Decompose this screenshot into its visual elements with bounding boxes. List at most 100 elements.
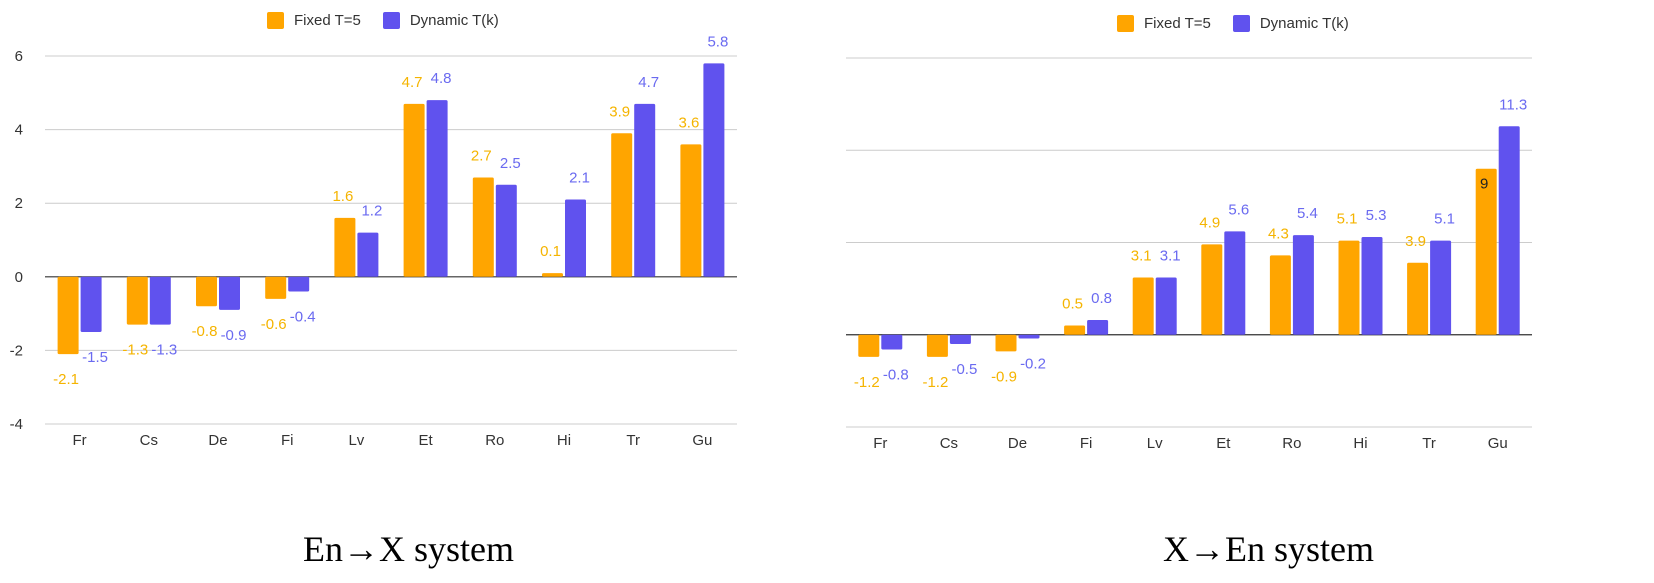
bar-fixed-tr (1407, 262, 1429, 335)
legend: Fixed T=5 Dynamic T(k) (1117, 15, 1371, 32)
x-tick-label: Ro (485, 432, 504, 449)
data-label-dynamic-de: -0.2 (1020, 355, 1046, 372)
bar-fixed-et (403, 103, 425, 277)
data-label-fixed-lv: 1.6 (332, 188, 353, 205)
bar-fixed-ro (472, 177, 494, 277)
bar-dynamic-lv (357, 232, 379, 277)
bar-dynamic-tr (1430, 240, 1452, 335)
bar-fixed-de (995, 334, 1017, 352)
bar-dynamic-gu (703, 63, 725, 277)
bar-dynamic-ro (495, 184, 517, 277)
data-label-fixed-ro: 4.3 (1268, 225, 1289, 242)
data-label-dynamic-de: -0.9 (221, 327, 247, 344)
x-tick-label: Fi (281, 432, 294, 449)
data-label-fixed-gu: 9 (1480, 176, 1488, 193)
bar-dynamic-cs (949, 334, 971, 344)
y-tick-label: 0 (15, 269, 23, 286)
data-label-fixed-hi: 5.1 (1337, 211, 1358, 228)
data-label-dynamic-gu: 11.3 (1499, 96, 1527, 113)
bar-fixed-de (196, 276, 217, 307)
x-tick-label: Cs (140, 432, 158, 449)
data-label-dynamic-ro: 5.4 (1297, 205, 1318, 222)
data-label-dynamic-tr: 4.7 (638, 74, 659, 91)
y-tick-label: 6 (15, 48, 23, 65)
chart-caption: X→En system (1163, 529, 1374, 569)
y-tick-label: 2 (15, 195, 23, 212)
data-label-fixed-fr: -2.1 (53, 371, 79, 388)
data-label-fixed-cs: -1.2 (922, 374, 948, 391)
bar-dynamic-de (1018, 334, 1040, 339)
bar-fixed-tr (611, 133, 633, 277)
chart-panel-en-x: Fixed T=5 Dynamic T(k) -4 -2 0 2 4 6 -2.1 -1.5 F… (10, 12, 737, 569)
data-label-fixed-fi: -0.6 (261, 316, 287, 333)
x-tick-label: Cs (940, 435, 958, 452)
bar-dynamic-de (219, 276, 240, 310)
data-label-fixed-fr: -1.2 (854, 374, 880, 391)
y-tick-label: -2 (10, 342, 23, 359)
data-label-fixed-hi: 0.1 (540, 243, 561, 260)
x-tick-label: Lv (348, 432, 364, 449)
bar-fixed-fr (57, 276, 79, 355)
x-tick-label: Hi (1353, 435, 1367, 452)
bar-fixed-lv (1132, 277, 1154, 335)
bar-fixed-cs (926, 334, 948, 357)
legend-label-dynamic: Dynamic T(k) (409, 12, 499, 29)
data-label-dynamic-cs: -1.3 (151, 342, 177, 359)
legend-item-dynamic: Dynamic T(k) (382, 12, 499, 29)
x-tick-label: Gu (1488, 435, 1508, 452)
data-label-dynamic-fr: -1.5 (82, 349, 108, 366)
data-label-fixed-de: -0.8 (192, 323, 218, 340)
bar-dynamic-tr (634, 103, 656, 277)
x-tick-label: Fi (1080, 435, 1093, 452)
data-label-dynamic-tr: 5.1 (1434, 211, 1455, 228)
legend-swatch-dynamic (382, 12, 400, 29)
bar-fixed-ro (1269, 255, 1291, 335)
bar-dynamic-hi (565, 199, 586, 277)
x-tick-label: Tr (626, 432, 640, 449)
data-label-dynamic-fi: -0.4 (290, 309, 316, 326)
legend-item-dynamic: Dynamic T(k) (1232, 15, 1349, 32)
data-label-dynamic-hi: 2.1 (569, 170, 590, 187)
chart-caption: En→X system (303, 529, 514, 569)
data-label-dynamic-lv: 1.2 (361, 203, 382, 220)
x-tick-label: Hi (557, 432, 571, 449)
data-label-fixed-lv: 3.1 (1131, 248, 1152, 265)
data-label-dynamic-lv: 3.1 (1160, 248, 1181, 265)
data-label-fixed-tr: 3.9 (609, 103, 630, 120)
legend-item-fixed: Fixed T=5 (1117, 15, 1211, 32)
legend-swatch-dynamic (1232, 15, 1250, 32)
legend-swatch-fixed (267, 12, 284, 29)
bar-dynamic-gu (1498, 126, 1520, 335)
data-label-fixed-et: 4.7 (402, 74, 423, 91)
x-tick-label: Fr (873, 435, 887, 452)
bar-fixed-fi (265, 276, 287, 299)
bar-dynamic-et (426, 100, 448, 277)
bar-fixed-hi (1338, 240, 1360, 335)
y-tick-label: -4 (10, 416, 23, 433)
data-label-dynamic-ro: 2.5 (500, 155, 521, 172)
data-label-fixed-et: 4.9 (1199, 214, 1220, 231)
x-tick-label: Fr (73, 432, 87, 449)
data-label-fixed-tr: 3.9 (1405, 233, 1426, 250)
bar-dynamic-fr (881, 334, 903, 350)
x-tick-label: Lv (1147, 435, 1163, 452)
data-label-dynamic-hi: 5.3 (1366, 207, 1387, 224)
bar-dynamic-fr (80, 276, 102, 332)
bar-fixed-lv (334, 217, 356, 277)
bar-fixed-fr (858, 334, 880, 357)
bar-fixed-fi (1064, 325, 1086, 335)
bar-chart-en-x: -4 -2 0 2 4 6 -2.1-1.5 Fr -1.3 -1.3 Cs -0.8 -0.9 De -0… (10, 33, 737, 449)
legend-label-fixed: Fixed T=5 (1144, 15, 1211, 32)
bar-dynamic-ro (1292, 235, 1314, 335)
legend: Fixed T=5 Dynamic T(k) (267, 12, 521, 29)
data-label-dynamic-cs: -0.5 (951, 361, 977, 378)
bar-dynamic-fi (1087, 319, 1109, 335)
legend-label-fixed: Fixed T=5 (294, 12, 361, 29)
data-label-dynamic-fi: 0.8 (1091, 290, 1112, 307)
data-label-dynamic-et: 4.8 (431, 70, 452, 87)
bar-fixed-et (1201, 244, 1223, 335)
bar-fixed-cs (126, 276, 148, 325)
legend-swatch-fixed (1117, 15, 1134, 32)
bar-fixed-hi (542, 273, 563, 277)
data-label-dynamic-fr: -0.8 (883, 367, 909, 384)
